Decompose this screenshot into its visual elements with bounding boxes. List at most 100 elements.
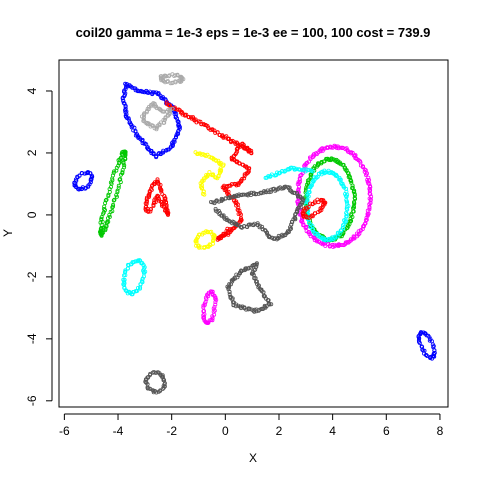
data-point	[199, 186, 204, 191]
data-point	[207, 230, 212, 235]
y-tick-label: -2	[25, 271, 39, 282]
data-point	[323, 200, 328, 205]
data-point	[367, 196, 372, 201]
data-point	[332, 242, 337, 247]
data-point	[146, 104, 151, 109]
x-tick-label: 6	[383, 424, 390, 438]
data-point	[304, 202, 309, 207]
data-point	[210, 316, 215, 321]
data-point	[367, 178, 372, 183]
data-point	[212, 128, 217, 133]
data-point	[147, 193, 152, 198]
data-point	[196, 119, 201, 124]
data-point	[351, 204, 356, 209]
data-point	[123, 151, 128, 156]
data-point	[122, 165, 127, 170]
data-point	[165, 79, 170, 84]
data-points	[72, 72, 437, 395]
data-point	[124, 83, 129, 88]
data-point	[160, 373, 165, 378]
data-point	[211, 234, 216, 239]
data-point	[364, 217, 369, 222]
data-point	[164, 100, 169, 105]
data-point	[344, 204, 349, 209]
data-point	[133, 88, 138, 93]
data-point	[348, 219, 353, 224]
y-axis-label: Y	[1, 229, 15, 237]
data-point	[247, 306, 252, 311]
data-point	[310, 227, 315, 232]
data-point	[162, 384, 167, 389]
data-point	[340, 145, 345, 150]
data-point	[102, 204, 107, 209]
data-point	[114, 165, 119, 170]
data-point	[135, 285, 140, 290]
data-point	[202, 244, 207, 249]
data-point	[254, 264, 259, 269]
data-point	[254, 262, 259, 267]
data-point	[352, 188, 357, 193]
data-point	[123, 268, 128, 273]
data-point	[426, 333, 431, 338]
data-point	[151, 151, 156, 156]
data-point	[264, 231, 269, 236]
data-point	[337, 177, 342, 182]
data-point	[306, 194, 311, 199]
data-point	[209, 155, 214, 160]
data-point	[299, 218, 304, 223]
data-point	[340, 225, 345, 230]
data-point	[79, 170, 84, 175]
data-point	[140, 280, 145, 285]
data-point	[326, 236, 331, 241]
y-axis: -6 -4 -2 0 2 4	[25, 87, 53, 406]
data-point	[106, 193, 111, 198]
data-point	[124, 85, 129, 90]
data-point	[241, 192, 246, 197]
data-point	[103, 201, 108, 206]
data-point	[111, 198, 116, 203]
data-point	[367, 207, 372, 212]
data-point	[234, 147, 239, 152]
data-point	[112, 197, 117, 202]
data-point	[233, 304, 238, 309]
data-point	[315, 232, 320, 237]
data-point	[322, 202, 327, 207]
data-point	[116, 185, 121, 190]
data-point	[305, 208, 310, 213]
data-point	[310, 202, 315, 207]
data-point	[181, 77, 186, 82]
data-point	[242, 176, 247, 181]
data-point	[208, 127, 213, 132]
data-point	[173, 107, 178, 112]
data-point	[117, 177, 122, 182]
data-point	[313, 211, 318, 216]
data-point	[84, 171, 89, 176]
data-point	[161, 120, 166, 125]
y-tick-label: 4	[25, 87, 39, 94]
data-point	[367, 204, 372, 209]
data-point	[310, 213, 315, 218]
data-point	[110, 176, 115, 181]
x-tick-label: 4	[329, 424, 336, 438]
y-tick-label: -4	[25, 333, 39, 344]
data-point	[236, 273, 241, 278]
data-point	[221, 213, 226, 218]
data-point	[118, 176, 123, 181]
data-point	[300, 220, 305, 225]
data-point	[254, 281, 259, 286]
data-point	[244, 145, 249, 150]
data-point	[314, 239, 319, 244]
data-point	[194, 243, 199, 248]
data-point	[107, 214, 112, 219]
data-point	[314, 164, 319, 169]
data-point	[210, 127, 215, 132]
data-point	[123, 106, 128, 111]
data-point	[269, 302, 274, 307]
data-point	[144, 195, 149, 200]
data-point	[341, 231, 346, 236]
data-point	[214, 198, 219, 203]
data-point	[99, 215, 104, 220]
data-point	[175, 131, 180, 136]
data-point	[212, 308, 217, 313]
